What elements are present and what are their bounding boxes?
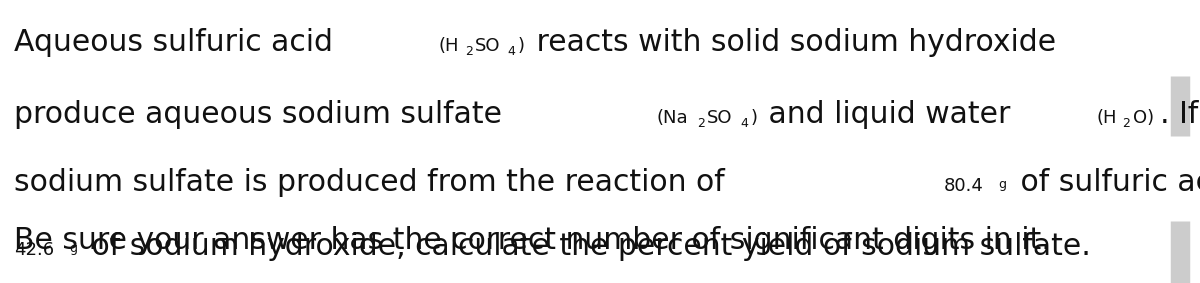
Text: g: g — [66, 242, 78, 255]
Text: 42.6: 42.6 — [14, 241, 54, 259]
Text: 2: 2 — [697, 117, 706, 130]
Text: (H: (H — [438, 37, 458, 55]
Text: sodium sulfate is produced from the reaction of: sodium sulfate is produced from the reac… — [14, 168, 734, 197]
Text: (Na: (Na — [656, 109, 688, 127]
Text: produce aqueous sodium sulfate: produce aqueous sodium sulfate — [14, 100, 512, 129]
Text: g: g — [995, 178, 1007, 191]
Text: reacts with solid sodium hydroxide: reacts with solid sodium hydroxide — [527, 28, 1066, 57]
Text: O): O) — [1133, 109, 1153, 127]
Text: 80.4: 80.4 — [943, 177, 984, 195]
Text: (H: (H — [1096, 109, 1116, 127]
Text: 4: 4 — [508, 44, 516, 57]
Text: of sulfuric acid and: of sulfuric acid and — [1010, 168, 1200, 197]
Text: and liquid water: and liquid water — [760, 100, 1020, 129]
Text: Be sure your answer has the correct number of significant digits in it.: Be sure your answer has the correct numb… — [14, 226, 1051, 255]
Text: SO: SO — [707, 109, 733, 127]
Text: 2: 2 — [464, 44, 473, 57]
Text: 4: 4 — [740, 117, 748, 130]
Text: . If: . If — [1160, 100, 1200, 129]
Text: ): ) — [518, 37, 524, 55]
Text: Aqueous sulfuric acid: Aqueous sulfuric acid — [14, 28, 343, 57]
Text: 2: 2 — [1122, 117, 1130, 130]
Text: ): ) — [750, 109, 757, 127]
Text: of sodium hydroxide, calculate the percent yield of sodium sulfate.: of sodium hydroxide, calculate the perce… — [82, 232, 1091, 261]
Text: SO: SO — [475, 37, 500, 55]
